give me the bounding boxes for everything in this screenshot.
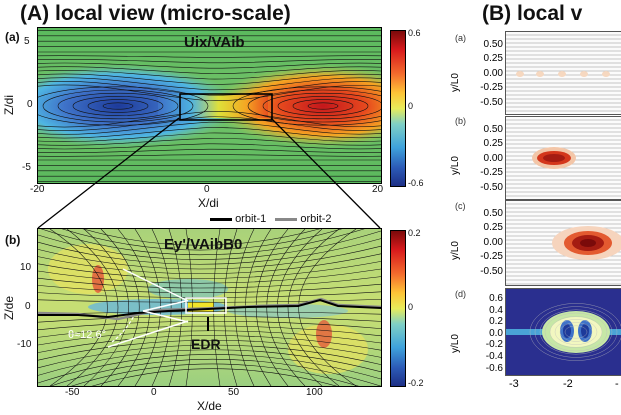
b-xtick: -3	[509, 378, 519, 390]
legend-orbit-1: orbit-1	[235, 213, 267, 225]
top-plot-label: Uix/VAib	[184, 34, 245, 51]
b-ytick: -0.25	[480, 167, 503, 179]
bottom-xtick: 50	[228, 387, 240, 398]
b-ytick: -0.50	[480, 96, 503, 108]
b-subplot-c	[505, 200, 621, 286]
top-ytick: 5	[24, 36, 30, 47]
top-colorbar-tick: -0.6	[408, 178, 424, 188]
subplot-a-label: (a)	[5, 30, 20, 44]
top-xtick: 0	[204, 184, 210, 195]
legend-swatch-orbit-2	[275, 217, 298, 221]
b-ylabel: y/L0	[450, 334, 461, 353]
b-ytick: 0.25	[483, 138, 503, 150]
b-subplot-a	[505, 31, 621, 115]
legend-orbit-2: orbit-2	[300, 213, 332, 225]
b-xtick: -2	[563, 378, 573, 390]
b-ytick: 0.6	[489, 293, 503, 304]
top-xlabel: X/di	[198, 196, 219, 210]
b-ytick: 0.50	[483, 124, 503, 135]
b-ytick: -0.25	[480, 251, 503, 263]
b-sub-label: (a)	[455, 33, 466, 43]
b-sub-label: (c)	[455, 201, 466, 211]
b-ytick: -0.25	[480, 82, 503, 94]
top-colorbar-tick: 0.6	[408, 28, 421, 38]
bottom-colorbar-tick: 0	[408, 302, 414, 312]
bottom-field-plot	[37, 228, 382, 387]
bottom-xtick: 0	[151, 387, 157, 398]
b-yticks-b: 0.50 0.25 0.00 -0.25 -0.50	[473, 123, 503, 195]
legend-swatch-orbit-1	[210, 217, 232, 221]
top-xtick: 20	[372, 184, 384, 195]
bottom-ytick: -10	[17, 339, 32, 350]
subplot-b-label: (b)	[5, 233, 21, 247]
bottom-xlabel: X/de	[197, 399, 222, 413]
b-subplot-b	[505, 116, 621, 200]
bottom-xtick: 100	[306, 387, 323, 398]
b-xtick: -	[615, 378, 619, 390]
top-ytick: -5	[22, 162, 31, 173]
bottom-colorbar-tick: -0.2	[408, 378, 424, 388]
b-ytick: 0.00	[483, 67, 503, 79]
b-ytick: 0.0	[489, 327, 503, 339]
b-sub-label: (d)	[455, 289, 466, 299]
b-yticks-a: 0.50 0.25 0.00 -0.25 -0.50	[473, 38, 503, 110]
b-ytick: -0.4	[485, 350, 503, 362]
b-ytick: -0.2	[485, 339, 503, 351]
b-ylabel: y/L0	[450, 156, 461, 175]
b-ytick: 0.50	[483, 39, 503, 50]
bottom-ytick: 0	[25, 301, 31, 312]
b-ytick: 0.50	[483, 208, 503, 219]
top-colorbar-tick: 0	[408, 101, 414, 111]
b-ytick: 0.4	[489, 304, 503, 316]
top-ylabel: Z/di	[2, 94, 16, 115]
b-yticks-d: 0.6 0.4 0.2 0.0 -0.2 -0.4 -0.6	[473, 293, 503, 374]
b-yticks-c: 0.50 0.25 0.00 -0.25 -0.50	[473, 207, 503, 279]
b-sub-label: (b)	[455, 116, 466, 126]
b-ytick: 0.00	[483, 236, 503, 248]
b-ytick: 0.00	[483, 152, 503, 164]
bottom-ytick: 10	[20, 262, 32, 273]
top-ytick: 0	[27, 99, 33, 110]
b-ytick: 0.25	[483, 222, 503, 234]
b-ytick: -0.6	[485, 362, 503, 374]
b-ytick: -0.50	[480, 265, 503, 277]
bottom-colorbar-tick: 0.2	[408, 228, 421, 238]
bottom-ylabel: Z/de	[2, 295, 16, 320]
angle-label: θ≈12.6°	[68, 329, 106, 341]
edr-label: EDR	[191, 336, 221, 352]
top-colorbar	[390, 30, 406, 187]
bottom-plot-label: Ey'/VAibB0	[164, 236, 243, 253]
bottom-xtick: -50	[65, 387, 80, 398]
panel-b-title: (B) local v	[482, 2, 583, 25]
panel-a-title: (A) local view (micro-scale)	[20, 2, 291, 25]
b-ytick: -0.50	[480, 181, 503, 193]
b-ylabel: y/L0	[450, 73, 461, 92]
b-ytick: 0.2	[489, 316, 503, 328]
legend: orbit-1 orbit-2	[210, 213, 332, 225]
b-ylabel: y/L0	[450, 241, 461, 260]
b-ytick: 0.25	[483, 53, 503, 65]
b-subplot-d	[505, 288, 621, 376]
top-xtick: -20	[30, 184, 45, 195]
bottom-colorbar	[390, 230, 406, 387]
